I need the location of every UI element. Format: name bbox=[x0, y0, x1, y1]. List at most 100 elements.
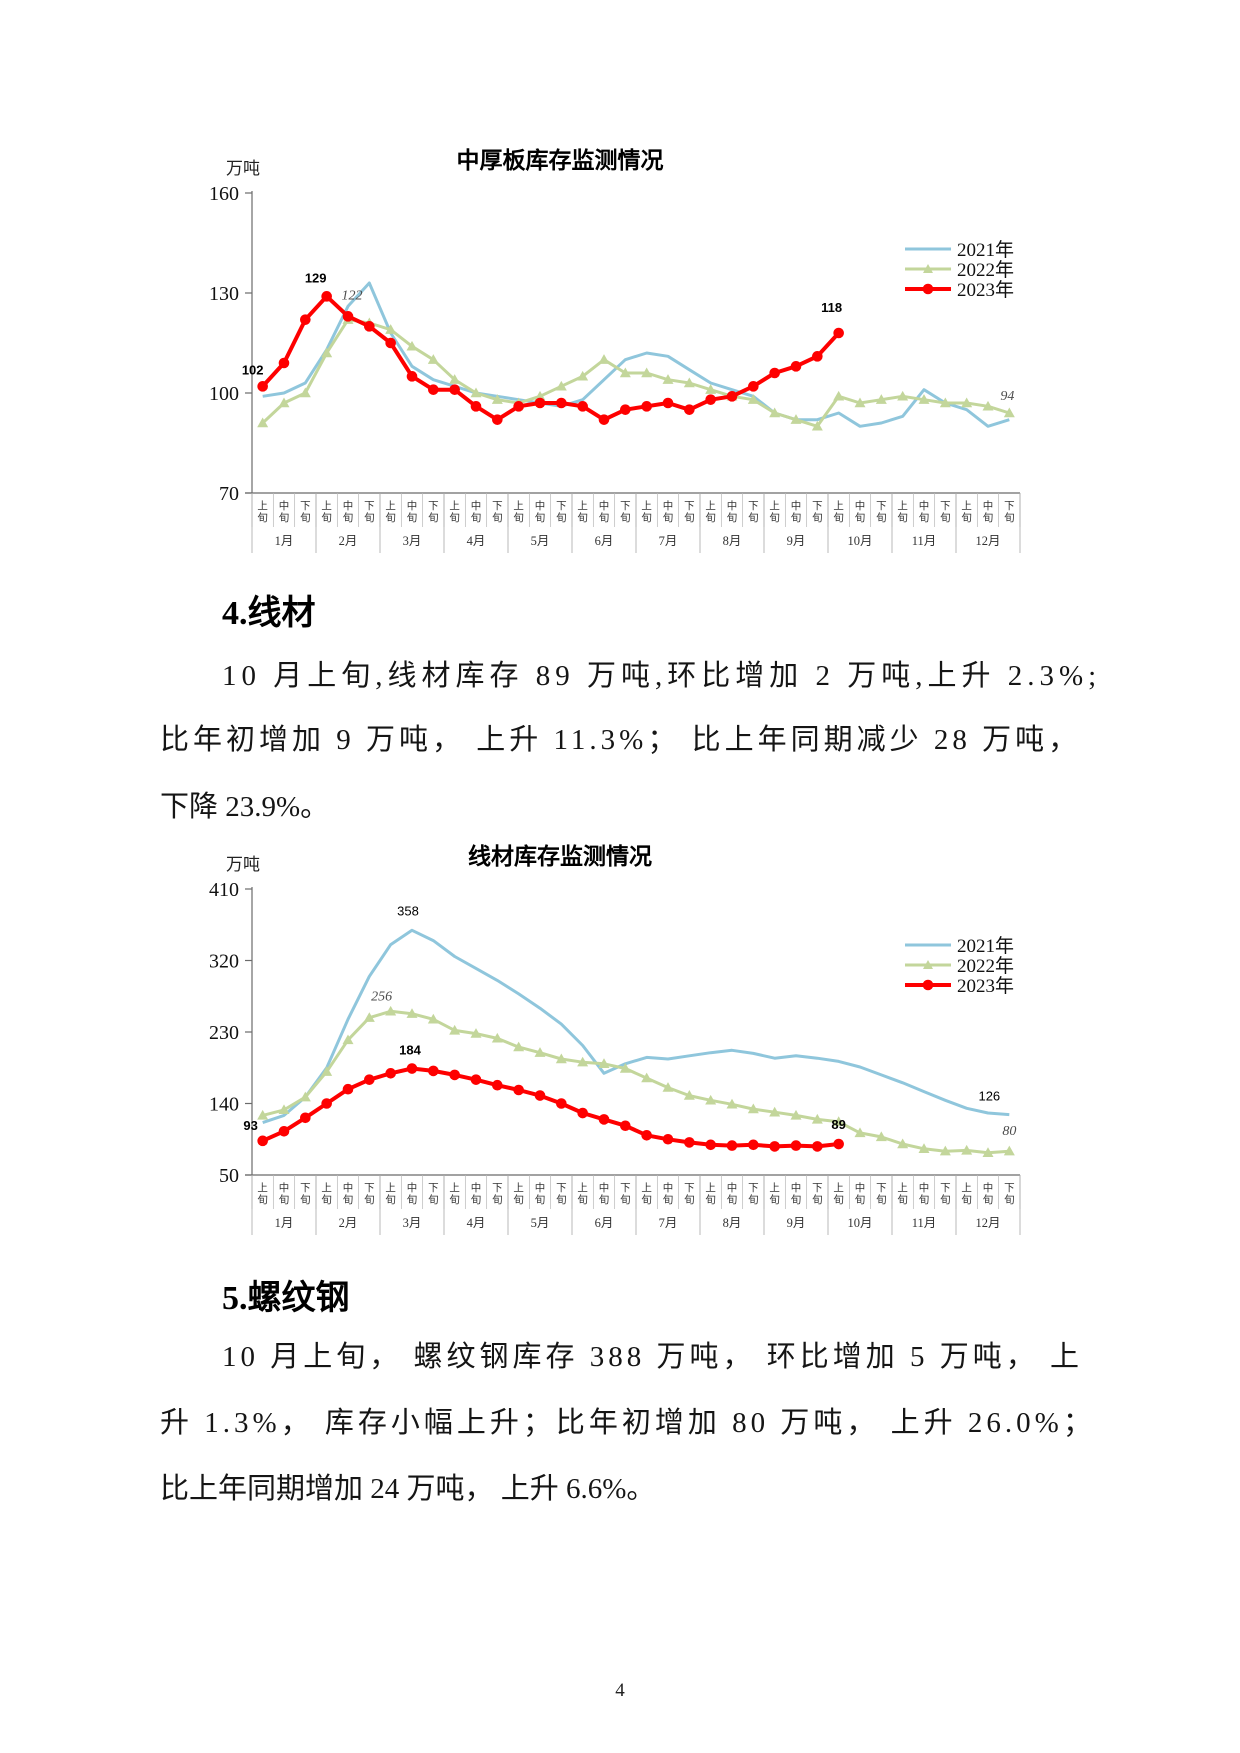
triangle-marker bbox=[854, 397, 866, 408]
x-axis-period-label: 上旬 bbox=[577, 500, 588, 524]
triangle-marker bbox=[449, 374, 461, 384]
triangle-marker bbox=[427, 1013, 439, 1024]
triangle-marker bbox=[833, 390, 845, 401]
circle-marker bbox=[257, 1135, 268, 1147]
chart-title: 中厚板库存监测情况 bbox=[457, 147, 664, 173]
triangle-marker bbox=[470, 387, 482, 398]
x-axis-period-label: 下旬 bbox=[300, 501, 311, 524]
wire-rod-inventory-chart: 线材库存监测情况 万吨 50 140 230 320 410 上旬 中旬 下旬 上旬 中旬 下旬 上旬 中旬… bbox=[160, 830, 1060, 1250]
triangle-marker bbox=[897, 1138, 909, 1149]
x-axis-month-label: 9月 bbox=[787, 1216, 806, 1230]
x-axis-month-label: 6月 bbox=[595, 534, 614, 548]
legend-label: 2021年 bbox=[957, 239, 1014, 261]
y-axis-tick-label: 70 bbox=[219, 483, 239, 505]
x-axis-period-label: 中旬 bbox=[791, 499, 802, 524]
triangle-marker bbox=[1003, 1145, 1015, 1156]
x-axis-period-label: 下旬 bbox=[364, 1183, 375, 1206]
triangle-marker bbox=[449, 1024, 461, 1035]
x-axis-period-label: 上旬 bbox=[257, 1182, 268, 1206]
circle-marker bbox=[300, 314, 311, 325]
x-axis-period-label: 下旬 bbox=[812, 501, 823, 524]
triangle-marker bbox=[470, 1028, 482, 1038]
triangle-marker bbox=[598, 1058, 610, 1068]
circle-marker bbox=[428, 1065, 439, 1077]
medium-plate-inventory-chart: 中厚板库存监测情况 万吨 70 100 130 160 上旬 中旬 下旬 上旬 中旬 下旬 上旬 中旬 下旬… bbox=[160, 130, 1060, 570]
data-point-label: 122 bbox=[342, 289, 363, 304]
x-axis-month-label: 7月 bbox=[659, 534, 678, 548]
triangle-marker bbox=[961, 397, 973, 408]
x-axis-month-label: 1月 bbox=[275, 534, 294, 548]
x-axis-period-label: 上旬 bbox=[513, 500, 524, 524]
data-point-label: 184 bbox=[399, 1043, 421, 1058]
circle-marker bbox=[406, 371, 418, 382]
triangle-marker bbox=[790, 1109, 802, 1120]
circle-marker bbox=[406, 1063, 418, 1074]
triangle-marker bbox=[683, 1090, 695, 1100]
legend-label: 2023年 bbox=[957, 279, 1014, 301]
y-axis-unit-label: 万吨 bbox=[226, 159, 260, 178]
legend-triangle-marker bbox=[923, 264, 933, 273]
x-axis-period-label: 中旬 bbox=[343, 499, 354, 524]
circle-marker bbox=[534, 397, 546, 409]
legend-circle-marker bbox=[922, 283, 934, 295]
circle-marker bbox=[428, 384, 439, 395]
y-axis-tick-label: 50 bbox=[219, 1165, 239, 1187]
x-axis-period-label: 下旬 bbox=[428, 1183, 439, 1206]
x-axis-period-label: 下旬 bbox=[748, 1183, 759, 1206]
triangle-marker bbox=[875, 394, 887, 404]
data-point-label: 129 bbox=[305, 270, 327, 285]
y-axis-tick-label: 160 bbox=[209, 183, 239, 205]
y-axis-tick-label: 320 bbox=[209, 951, 239, 973]
x-axis-period-label: 上旬 bbox=[961, 1182, 972, 1206]
series-line-2023年 bbox=[261, 294, 841, 422]
x-axis-period-label: 上旬 bbox=[961, 500, 972, 524]
x-axis-period-label: 上旬 bbox=[385, 500, 396, 524]
page-number: 4 bbox=[615, 1680, 625, 1701]
triangle-marker bbox=[427, 354, 439, 364]
circle-marker bbox=[812, 351, 823, 362]
section-heading-rebar: 5.螺纹钢 bbox=[222, 1280, 350, 1317]
triangle-marker bbox=[811, 1113, 823, 1124]
circle-marker bbox=[534, 1090, 546, 1101]
triangle-marker bbox=[747, 1103, 759, 1114]
y-axis-tick-label: 100 bbox=[209, 383, 239, 405]
triangle-marker bbox=[278, 397, 290, 408]
x-axis-period-label: 中旬 bbox=[983, 1181, 994, 1206]
circle-marker bbox=[321, 1098, 332, 1109]
x-axis-period-label: 上旬 bbox=[321, 500, 332, 524]
triangle-marker bbox=[939, 1145, 951, 1156]
paragraph-line: 升 1.3%， 库存小幅上升；比年初增加 80 万吨， 上升 26.0%； bbox=[160, 1407, 1096, 1439]
x-axis-month-label: 10月 bbox=[847, 1216, 872, 1230]
triangle-marker bbox=[257, 417, 269, 428]
x-axis-month-label: 7月 bbox=[659, 1216, 678, 1230]
x-axis-period-label: 上旬 bbox=[449, 1182, 460, 1206]
y-axis-tick-label: 230 bbox=[209, 1022, 239, 1044]
circle-marker bbox=[321, 291, 332, 302]
x-axis-month-label: 10月 bbox=[847, 534, 872, 548]
legend-label: 2023年 bbox=[957, 975, 1014, 997]
x-axis-period-label: 中旬 bbox=[535, 499, 546, 524]
paragraph-line: 下降 23.9%。 bbox=[160, 791, 330, 823]
y-axis-tick-label: 410 bbox=[209, 879, 239, 901]
circle-marker bbox=[364, 321, 375, 332]
triangle-marker bbox=[939, 397, 951, 408]
legend-label: 2022年 bbox=[957, 259, 1014, 281]
triangle-marker bbox=[555, 1053, 567, 1064]
data-point-label: 93 bbox=[243, 1118, 257, 1133]
x-axis-month-label: 8月 bbox=[723, 1216, 742, 1230]
x-axis-period-label: 中旬 bbox=[919, 499, 930, 524]
circle-marker bbox=[769, 1141, 780, 1152]
triangle-marker bbox=[619, 367, 631, 378]
x-axis-period-label: 中旬 bbox=[663, 499, 674, 524]
x-axis-period-label: 中旬 bbox=[855, 499, 866, 524]
series-line-2022年 bbox=[261, 318, 1010, 428]
circle-marker bbox=[470, 401, 482, 412]
circle-marker bbox=[342, 1083, 354, 1095]
triangle-marker bbox=[321, 1066, 333, 1076]
circle-marker bbox=[300, 1112, 311, 1124]
paragraph-line: 10 月上旬,线材库存 89 万吨,环比增加 2 万吨,上升 2.3%; bbox=[222, 660, 1102, 692]
triangle-marker bbox=[662, 374, 674, 384]
x-axis-month-label: 4月 bbox=[467, 1216, 486, 1230]
x-axis-period-label: 中旬 bbox=[599, 499, 610, 524]
series-line-2023年 bbox=[261, 1066, 839, 1149]
